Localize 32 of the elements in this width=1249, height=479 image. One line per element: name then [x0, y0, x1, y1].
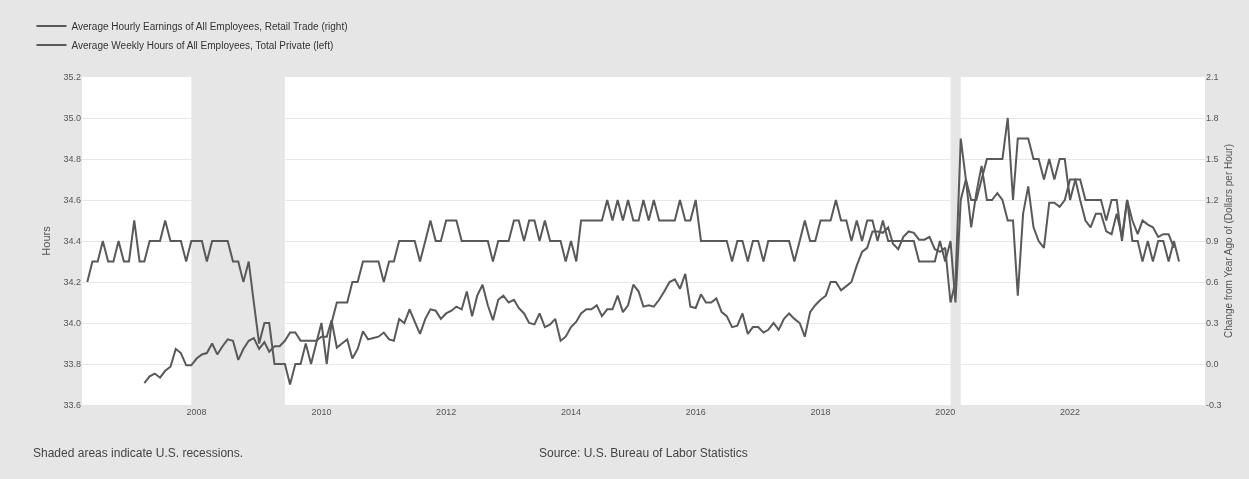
y-tick-label: 33.6 — [63, 400, 81, 411]
y2-axis-title: Change from Year Ago of (Dollars per Hour) — [1223, 144, 1235, 338]
x-tick-label: 2008 — [186, 407, 207, 417]
x-tick-label: 2012 — [436, 407, 457, 417]
y2-tick-label: 0.6 — [1206, 277, 1219, 288]
x-tick-label: 2020 — [935, 407, 956, 417]
text: Shaded areas indicate U.S. recessions. — [33, 446, 244, 460]
y2-tick-label: -0.3 — [1206, 400, 1222, 411]
y-tick-label: 35.0 — [63, 113, 81, 124]
y-tick-label: 34.4 — [63, 236, 81, 247]
y2-tick-label: 1.5 — [1206, 154, 1219, 165]
x-tick-label: 2014 — [560, 407, 582, 417]
y2-tick-label: 0.0 — [1206, 359, 1219, 370]
source-note: Source: U.S. Bureau of Labor Statistics — [539, 446, 748, 460]
y2-tick-label: 0.9 — [1206, 236, 1219, 247]
x-tick-label: 2010 — [311, 407, 332, 417]
y-tick-label: 34.2 — [63, 277, 81, 288]
legend-label: Average Hourly Earnings of All Employees, Retail Trade (right) — [71, 20, 348, 32]
y-axis-title: Hours — [40, 225, 52, 256]
y-tick-label: 34.6 — [63, 195, 81, 206]
x-tick-label: 2018 — [810, 407, 831, 417]
x-tick-label: 2016 — [685, 407, 706, 417]
y-tick-label: 34.0 — [63, 318, 81, 329]
y-tick-label: 35.2 — [63, 72, 81, 83]
y-tick-label: 34.8 — [63, 154, 81, 165]
legend-label: Average Weekly Hours of All Employees, Total Private (left) — [71, 39, 334, 51]
y2-tick-label: 2.1 — [1206, 72, 1219, 83]
y2-tick-label: 1.2 — [1206, 195, 1219, 206]
x-tick-label: 2022 — [1060, 407, 1081, 417]
y2-tick-label: 0.3 — [1206, 318, 1219, 329]
y-tick-label: 33.8 — [63, 359, 81, 370]
y2-tick-label: 1.8 — [1206, 113, 1219, 124]
